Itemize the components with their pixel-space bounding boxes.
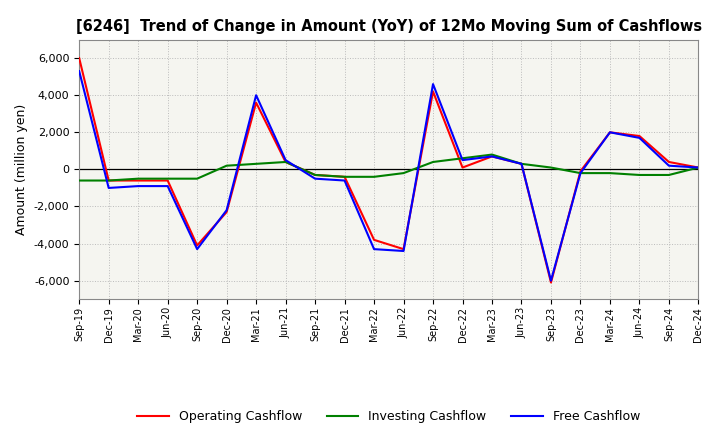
Operating Cashflow [311,172,320,178]
Investing Cashflow [252,161,261,166]
Investing Cashflow [193,176,202,181]
Investing Cashflow [311,172,320,178]
Investing Cashflow [517,161,526,166]
Operating Cashflow [370,237,379,242]
Operating Cashflow [134,178,143,183]
Investing Cashflow [222,163,231,169]
Investing Cashflow [134,176,143,181]
Free Cashflow [311,176,320,181]
Operating Cashflow [193,243,202,248]
Free Cashflow [635,135,644,140]
Investing Cashflow [282,159,290,165]
Operating Cashflow [282,159,290,165]
Operating Cashflow [341,174,349,180]
Operating Cashflow [75,55,84,61]
Free Cashflow [222,208,231,213]
Y-axis label: Amount (million yen): Amount (million yen) [15,104,28,235]
Investing Cashflow [546,165,555,170]
Operating Cashflow [163,178,172,183]
Line: Investing Cashflow: Investing Cashflow [79,154,698,180]
Free Cashflow [399,248,408,253]
Free Cashflow [428,81,437,87]
Operating Cashflow [487,154,496,159]
Free Cashflow [576,170,585,176]
Free Cashflow [517,161,526,166]
Free Cashflow [606,130,614,135]
Operating Cashflow [635,133,644,139]
Free Cashflow [546,278,555,283]
Investing Cashflow [428,159,437,165]
Operating Cashflow [694,165,703,170]
Free Cashflow [193,246,202,252]
Investing Cashflow [635,172,644,178]
Line: Operating Cashflow: Operating Cashflow [79,58,698,282]
Free Cashflow [282,158,290,163]
Investing Cashflow [104,178,113,183]
Operating Cashflow [222,209,231,215]
Operating Cashflow [665,159,673,165]
Operating Cashflow [428,89,437,94]
Free Cashflow [252,92,261,98]
Free Cashflow [134,183,143,189]
Investing Cashflow [606,170,614,176]
Investing Cashflow [341,174,349,180]
Free Cashflow [75,69,84,74]
Free Cashflow [341,178,349,183]
Investing Cashflow [75,178,84,183]
Operating Cashflow [104,178,113,183]
Legend: Operating Cashflow, Investing Cashflow, Free Cashflow: Operating Cashflow, Investing Cashflow, … [132,405,645,428]
Free Cashflow [487,154,496,159]
Free Cashflow [694,165,703,170]
Investing Cashflow [576,170,585,176]
Free Cashflow [665,163,673,169]
Investing Cashflow [665,172,673,178]
Operating Cashflow [399,246,408,252]
Investing Cashflow [458,156,467,161]
Investing Cashflow [399,170,408,176]
Free Cashflow [104,185,113,191]
Title: [6246]  Trend of Change in Amount (YoY) of 12Mo Moving Sum of Cashflows: [6246] Trend of Change in Amount (YoY) o… [76,19,702,34]
Operating Cashflow [606,130,614,135]
Operating Cashflow [546,280,555,285]
Free Cashflow [163,183,172,189]
Operating Cashflow [576,169,585,174]
Operating Cashflow [252,100,261,105]
Investing Cashflow [487,152,496,157]
Free Cashflow [458,158,467,163]
Investing Cashflow [694,165,703,170]
Line: Free Cashflow: Free Cashflow [79,71,698,281]
Operating Cashflow [458,165,467,170]
Free Cashflow [370,246,379,252]
Investing Cashflow [163,176,172,181]
Investing Cashflow [370,174,379,180]
Operating Cashflow [517,161,526,166]
